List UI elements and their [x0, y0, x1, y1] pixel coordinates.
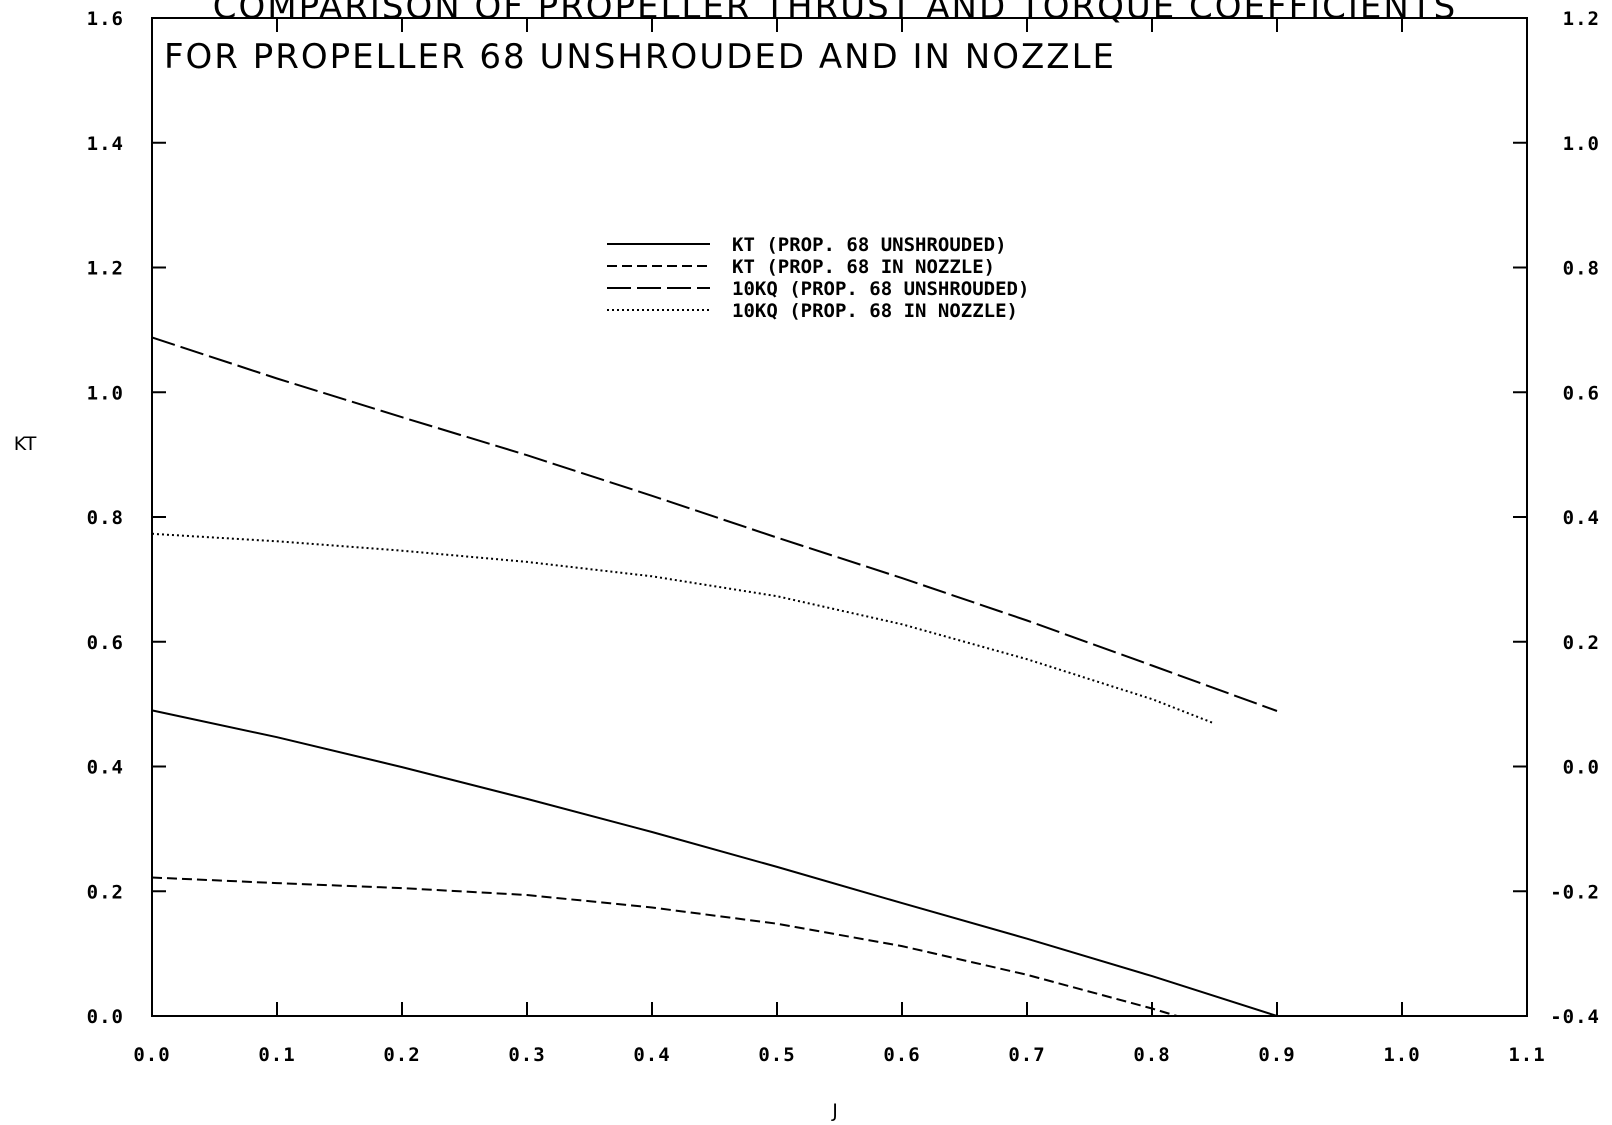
y-tick-label: 0.2: [87, 881, 124, 903]
x-tick-label: 0.0: [133, 1044, 170, 1066]
x-tick-label: 0.1: [258, 1044, 295, 1066]
x-tick-label: 0.8: [1133, 1044, 1170, 1066]
legend: KT (PROP. 68 UNSHROUDED)KT (PROP. 68 IN …: [607, 234, 1029, 322]
x-tick-label: 0.3: [508, 1044, 545, 1066]
x-tick-label: 0.7: [1008, 1044, 1045, 1066]
y2-tick-label: 1.0: [1563, 133, 1600, 155]
series-line-1: [151, 709, 1278, 1017]
legend-label: KT (PROP. 68 IN NOZZLE): [732, 256, 995, 278]
y-tick-label: 0.6: [87, 632, 124, 654]
y-tick-label: 0.4: [87, 757, 124, 779]
y-tick-label: 1.2: [87, 258, 124, 280]
legend-label: 10KQ (PROP. 68 IN NOZZLE): [732, 300, 1018, 322]
chart-title: COMPARISON OF PROPELLER THRUST AND TORQU…: [213, 0, 1457, 27]
y2-tick-label: 0.2: [1563, 632, 1600, 654]
x-tick-label: 0.4: [633, 1044, 670, 1066]
y-tick-label: 1.4: [87, 133, 124, 155]
x-tick-label: 0.5: [758, 1044, 795, 1066]
y2-tick-label: 1.2: [1563, 8, 1600, 30]
x-axis: 0.0 0.1 0.2 0.3 0.4 0.5 0.6 0.7 0.8 0.9 1.0 1.1: [133, 18, 1545, 1066]
series-line-2: [151, 876, 1178, 1017]
y2-tick-label: -0.4: [1550, 1006, 1600, 1028]
y2-axis: -0.4 -0.2 0.0 0.2 0.4 0.6 0.8 1.0 1.2: [1513, 8, 1600, 1028]
chart-subtitle: FOR PROPELLER 68 UNSHROUDED AND IN NOZZL…: [164, 37, 1116, 77]
y-tick-label: 0.8: [87, 507, 124, 529]
y-axis: 0.0 0.2 0.4 0.6 0.8 1.0 1.2 1.4 1.6: [87, 8, 166, 1028]
x-tick-label: 1.1: [1508, 1044, 1545, 1066]
y2-tick-label: 0.8: [1563, 258, 1600, 280]
series-group: [151, 336, 1278, 1017]
series-line-4: [151, 532, 1215, 725]
x-tick-label: 0.6: [883, 1044, 920, 1066]
x-axis-title: J: [831, 1100, 838, 1122]
y-tick-label: 1.0: [87, 382, 124, 404]
y2-tick-label: 0.4: [1563, 507, 1600, 529]
y2-tick-label: 0.0: [1563, 757, 1600, 779]
x-tick-label: 1.0: [1383, 1044, 1420, 1066]
legend-label: KT (PROP. 68 UNSHROUDED): [732, 234, 1007, 256]
y-tick-label: 1.6: [87, 8, 124, 30]
y-axis-title: KT: [14, 433, 37, 455]
series-line-3: [151, 336, 1278, 712]
legend-label: 10KQ (PROP. 68 UNSHROUDED): [732, 278, 1029, 300]
x-tick-label: 0.2: [383, 1044, 420, 1066]
y2-tick-label: 0.6: [1563, 382, 1600, 404]
plot-frame: [151, 17, 1528, 1017]
x-tick-label: 0.9: [1258, 1044, 1295, 1066]
y-tick-label: 0.0: [87, 1006, 124, 1028]
y2-tick-label: -0.2: [1550, 881, 1600, 903]
